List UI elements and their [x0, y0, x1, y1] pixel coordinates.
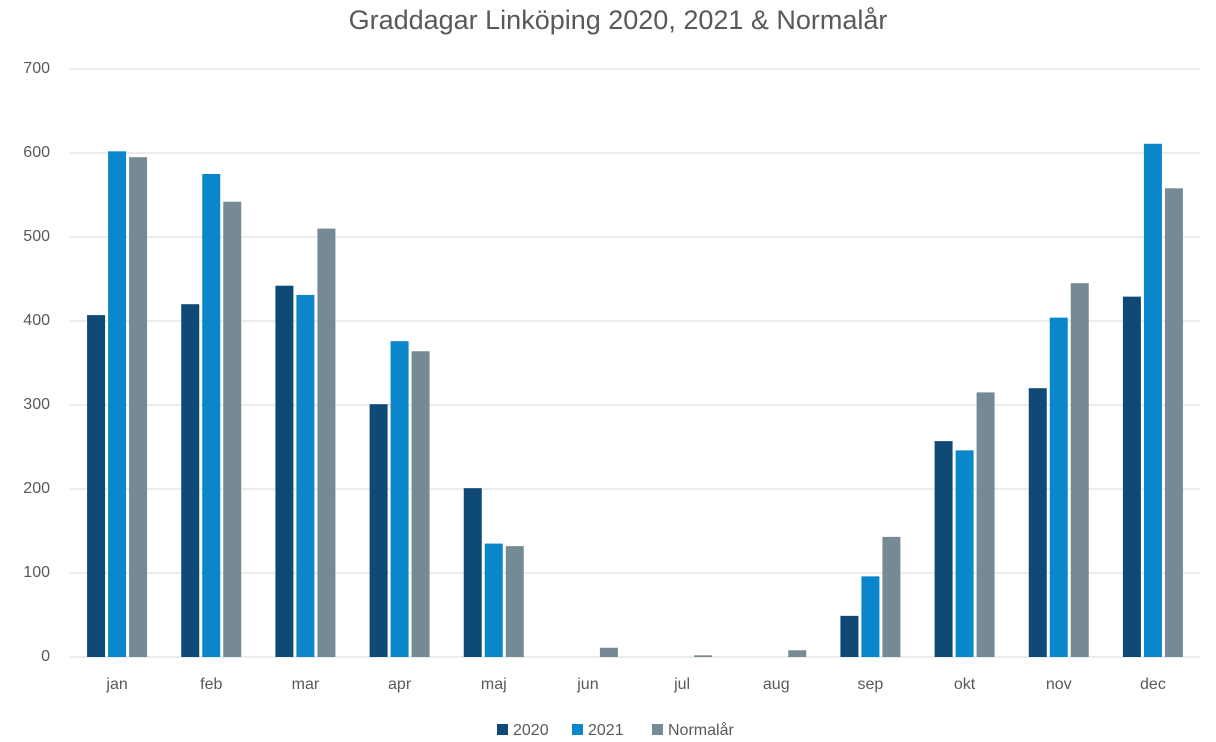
- bar: [463, 488, 482, 657]
- bar: [840, 615, 859, 657]
- y-tick-label: 0: [41, 648, 50, 665]
- bar: [275, 285, 294, 657]
- bar: [788, 650, 807, 657]
- bar: [934, 441, 953, 657]
- bar: [369, 404, 388, 657]
- bar: [181, 304, 200, 657]
- x-tick-label: okt: [954, 676, 976, 693]
- x-tick-label: mar: [292, 676, 320, 693]
- y-tick-label: 100: [23, 564, 50, 581]
- x-tick-label: sep: [858, 676, 884, 693]
- bar: [599, 647, 618, 657]
- y-tick-label: 200: [23, 480, 50, 497]
- bar: [976, 392, 995, 657]
- bar: [694, 655, 713, 657]
- y-tick-label: 300: [23, 396, 50, 413]
- bar: [1143, 143, 1162, 657]
- bar: [484, 543, 503, 657]
- bar: [505, 546, 524, 657]
- chart-title: Graddagar Linköping 2020, 2021 & Normalå…: [349, 5, 888, 35]
- bar: [202, 174, 221, 657]
- bar: [108, 151, 127, 657]
- bar: [317, 228, 336, 657]
- bar: [882, 536, 901, 657]
- x-tick-label: nov: [1046, 676, 1072, 693]
- x-tick-label: apr: [388, 676, 412, 693]
- x-tick-label: jul: [673, 676, 690, 693]
- legend-swatch: [652, 724, 663, 735]
- bar: [1122, 296, 1141, 657]
- bar: [1049, 317, 1068, 657]
- y-tick-label: 700: [23, 60, 50, 77]
- legend-swatch: [572, 724, 583, 735]
- legend-label: 2021: [588, 722, 624, 739]
- x-tick-label: aug: [763, 676, 790, 693]
- bar: [129, 157, 148, 657]
- bar: [390, 341, 409, 657]
- bar: [861, 576, 880, 657]
- legend-label: Normalår: [668, 721, 734, 739]
- bar: [87, 315, 106, 657]
- y-tick-label: 600: [23, 144, 50, 161]
- bar: [1070, 283, 1089, 657]
- bar: [223, 201, 242, 657]
- bar: [1164, 188, 1183, 657]
- y-tick-label: 400: [23, 312, 50, 329]
- x-tick-label: dec: [1140, 676, 1166, 693]
- x-tick-label: jun: [576, 676, 598, 693]
- y-tick-label: 500: [23, 228, 50, 245]
- legend-label: 2020: [513, 722, 549, 739]
- bar: [1028, 388, 1047, 657]
- x-tick-label: jan: [105, 676, 127, 693]
- legend-swatch: [497, 724, 508, 735]
- bar: [955, 450, 974, 657]
- bar: [296, 294, 315, 657]
- x-tick-label: feb: [200, 676, 222, 693]
- bar: [411, 351, 430, 657]
- x-tick-label: maj: [481, 676, 507, 693]
